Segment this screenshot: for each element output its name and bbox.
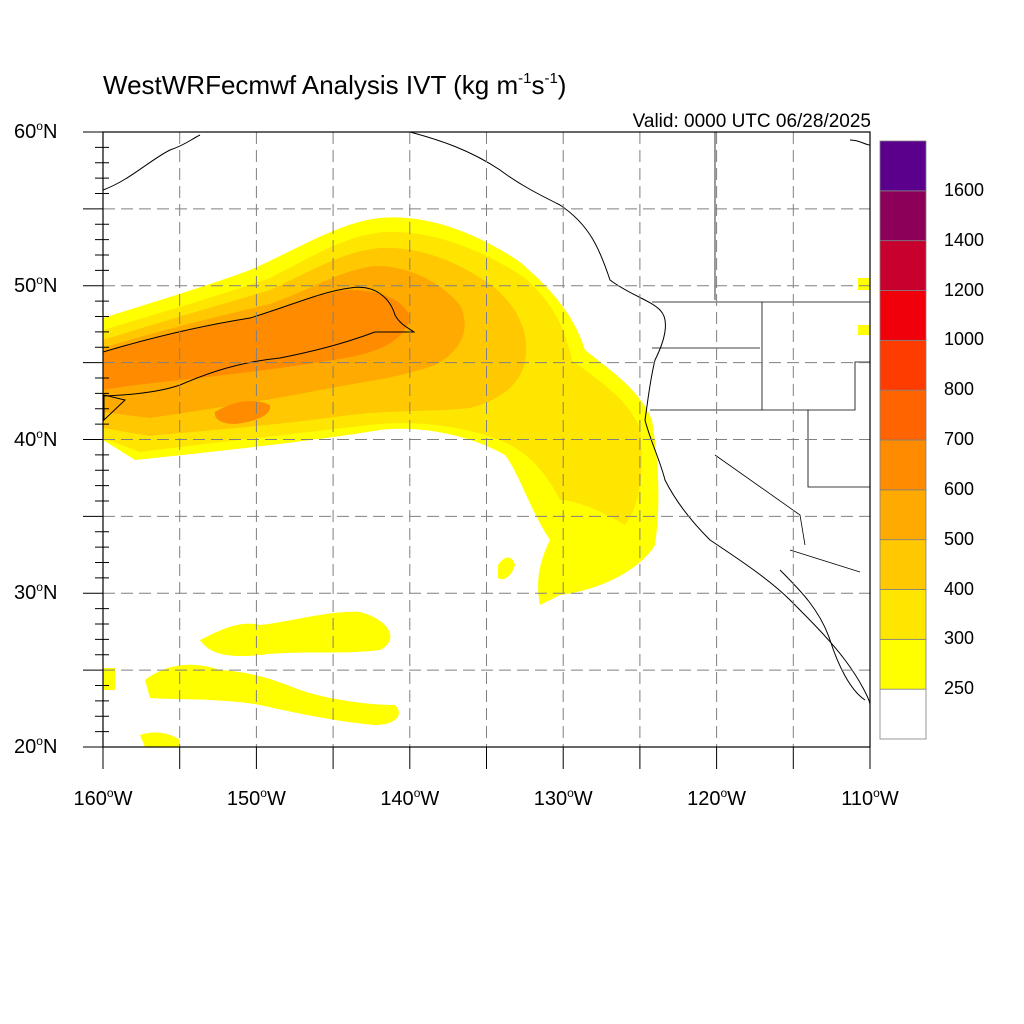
colorbar-swatch	[879, 240, 927, 291]
valid-time-label: Valid: 0000 UTC 06/28/2025	[632, 111, 871, 132]
lat-label: 50oN	[14, 272, 58, 297]
title-text: WestWRFecmwf Analysis IVT (kg m	[103, 70, 519, 100]
lat-label: 30oN	[14, 580, 58, 605]
ivt-contour-500	[103, 286, 416, 397]
colorbar-swatch	[879, 489, 927, 541]
colorbar-swatch	[879, 389, 927, 441]
colorbar-label: 600	[944, 478, 975, 499]
colorbar-label: 300	[944, 628, 975, 649]
ivt-patch-subtropical-3	[498, 557, 515, 580]
ivt-shading	[103, 217, 870, 747]
lon-label: 140oW	[380, 786, 440, 810]
lon-label: 160oW	[73, 786, 133, 810]
colorbar-label: 1400	[944, 229, 985, 250]
political-boundaries	[650, 132, 870, 573]
colorbar-label: 800	[944, 379, 975, 400]
colorbar-label: 250	[944, 678, 975, 699]
title-exponent-1: -1	[518, 70, 532, 87]
lat-label: 60oN	[14, 119, 58, 143]
ivt-patch-subtropical-4	[103, 668, 115, 690]
colorbar-swatch	[879, 290, 927, 341]
title-exponent-2: -1	[544, 70, 558, 87]
colorbar-swatch	[879, 140, 927, 192]
coastlines	[103, 132, 870, 706]
colorbar-swatch	[879, 589, 927, 640]
colorbar-label: 500	[944, 528, 975, 549]
colorbar-swatch	[879, 439, 927, 491]
colorbar-label: 1000	[944, 329, 985, 350]
ivt-patch-continental	[858, 278, 870, 335]
colorbar-swatch	[879, 638, 927, 690]
colorbar-swatch	[879, 339, 927, 391]
axis-ticks	[83, 131, 871, 769]
lat-label: 40oN	[14, 426, 58, 451]
colorbar-label: 400	[944, 578, 975, 599]
colorbar-swatch	[879, 190, 927, 242]
figure-title: WestWRFecmwf Analysis IVT (kg m-1s-1)	[103, 70, 566, 101]
lon-label: 110oW	[841, 786, 899, 810]
ivt-patch-subtropical-2	[145, 664, 399, 725]
lon-label: 150oW	[226, 786, 286, 810]
colorbar-label: 700	[944, 429, 975, 449]
title-close-paren: )	[557, 70, 567, 100]
colorbar	[879, 140, 927, 740]
colorbar-label: 1200	[944, 279, 985, 300]
ivt-patch-subtropical-5	[140, 732, 180, 747]
lat-label: 20oN	[14, 734, 58, 758]
colorbar-swatch	[879, 539, 927, 590]
colorbar-swatch	[879, 688, 927, 740]
gridlines	[103, 132, 870, 747]
ivt-patch-subtropical-1	[200, 611, 391, 657]
lon-label: 120oW	[687, 786, 747, 810]
lon-label: 130oW	[533, 786, 593, 810]
colorbar-label: 1600	[944, 179, 985, 200]
title-unit-s: s	[531, 70, 545, 100]
